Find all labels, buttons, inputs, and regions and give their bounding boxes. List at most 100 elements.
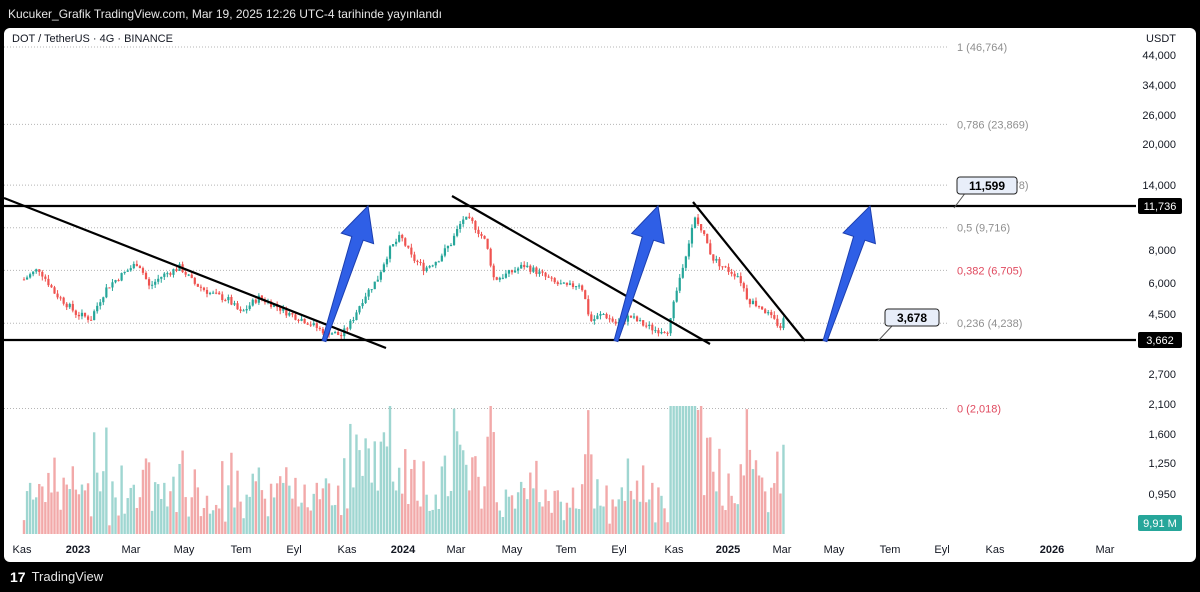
candle-body-115 xyxy=(373,281,376,290)
candle-body-204 xyxy=(645,325,648,327)
candle-body-61 xyxy=(208,292,212,294)
candle-body-70 xyxy=(236,303,239,310)
candle-body-119 xyxy=(385,258,389,265)
x-tick-label-11: Eyl xyxy=(611,544,626,556)
candle-body-18 xyxy=(77,314,81,317)
candle-body-124 xyxy=(401,234,404,239)
y-tick-label-4: 14,000 xyxy=(1142,180,1176,192)
volume-bar-18 xyxy=(77,494,81,534)
candle-body-248 xyxy=(779,325,782,329)
candle-body-193 xyxy=(611,318,614,322)
volume-bar-231 xyxy=(727,473,730,534)
price-tag-label-0: 11,736 xyxy=(1144,201,1177,213)
volume-bar-184 xyxy=(584,454,587,534)
candle-body-46 xyxy=(163,273,166,277)
callout-box-0 xyxy=(956,176,1018,195)
volume-bar-4 xyxy=(35,497,38,534)
candle-body-73 xyxy=(245,308,248,311)
volume-bar-41 xyxy=(147,462,151,534)
candle-body-149 xyxy=(477,229,480,234)
volume-bar-248 xyxy=(779,493,782,534)
volume-bar-105 xyxy=(343,458,346,534)
candle-body-202 xyxy=(639,320,642,322)
x-tick-label-12: Kas xyxy=(665,544,684,556)
candle-body-27 xyxy=(105,287,108,298)
candle-body-219 xyxy=(690,227,694,244)
volume-bar-127 xyxy=(410,468,413,534)
volume-bar-233 xyxy=(733,503,736,534)
candle-body-33 xyxy=(123,271,126,274)
volume-bar-249 xyxy=(782,444,785,534)
volume-bar-77 xyxy=(257,467,261,534)
candle-body-111 xyxy=(361,302,364,307)
candle-body-98 xyxy=(321,328,325,334)
volume-bar-121 xyxy=(391,481,395,534)
y-tick-label-12: 0,950 xyxy=(1148,489,1176,501)
volume-bar-203 xyxy=(641,465,645,534)
volume-bar-53 xyxy=(184,497,187,534)
candle-body-58 xyxy=(199,286,203,288)
volume-bar-63 xyxy=(214,504,218,534)
up-arrow-icon-2 xyxy=(613,204,665,343)
candle-body-78 xyxy=(260,295,264,300)
candle-body-198 xyxy=(626,315,630,322)
volume-bar-236 xyxy=(742,475,746,534)
candle-body-140 xyxy=(449,245,453,247)
candle-body-180 xyxy=(571,283,575,287)
candle-body-108 xyxy=(352,320,355,322)
candle-body-117 xyxy=(379,272,382,280)
volume-bar-145 xyxy=(465,464,468,534)
chart-panel[interactable]: DOT / TetherUS · 4G · BINANCE USDT 1 (46… xyxy=(4,28,1196,562)
candle-body-45 xyxy=(160,276,163,279)
volume-bar-80 xyxy=(266,516,270,534)
volume-bar-221 xyxy=(696,409,700,534)
volume-tag-box xyxy=(1138,515,1182,531)
candle-body-200 xyxy=(632,316,636,318)
candle-body-170 xyxy=(541,271,544,273)
volume-bar-242 xyxy=(760,477,764,534)
candle-body-134 xyxy=(431,265,434,267)
volume-bar-37 xyxy=(135,507,139,534)
volume-bar-215 xyxy=(678,406,681,534)
volume-bar-136 xyxy=(437,508,441,534)
candle-body-231 xyxy=(727,266,730,272)
volume-bar-49 xyxy=(172,476,175,534)
candle-body-43 xyxy=(154,281,157,285)
y-tick-label-1: 34,000 xyxy=(1142,80,1176,92)
candle-body-214 xyxy=(675,290,678,302)
volume-bar-98 xyxy=(321,488,325,534)
publish-caption: Kucuker_Grafik TradingView.com, Mar 19, … xyxy=(0,0,1200,28)
candle-body-154 xyxy=(492,265,495,278)
candle-body-148 xyxy=(474,220,477,230)
price-chart[interactable]: DOT / TetherUS · 4G · BINANCE USDT 1 (46… xyxy=(4,28,1196,562)
x-tick-label-1: 2023 xyxy=(66,544,90,556)
volume-bar-96 xyxy=(315,482,319,534)
x-tick-label-8: Mar xyxy=(447,544,466,556)
volume-bar-232 xyxy=(730,495,733,534)
volume-bar-42 xyxy=(150,510,154,534)
volume-bar-223 xyxy=(702,495,706,534)
x-tick-label-17: Eyl xyxy=(934,544,949,556)
volume-bar-165 xyxy=(526,499,529,534)
fib-label-4: 0,382 (6,705) xyxy=(957,265,1022,277)
volume-bar-2 xyxy=(28,482,32,534)
candle-body-19 xyxy=(80,312,84,317)
candle-body-25 xyxy=(99,302,102,306)
y-tick-label-5: 8,000 xyxy=(1148,245,1176,257)
candle-body-185 xyxy=(587,299,590,315)
candle-body-143 xyxy=(459,223,462,230)
volume-bar-229 xyxy=(721,505,724,534)
candle-body-150 xyxy=(480,233,483,236)
candle-body-182 xyxy=(578,285,581,287)
candle-body-21 xyxy=(86,316,90,320)
candle-body-137 xyxy=(440,255,443,262)
candle-body-125 xyxy=(404,238,407,246)
volume-bar-108 xyxy=(352,487,355,534)
candle-body-244 xyxy=(767,312,770,314)
y-tick-label-7: 4,500 xyxy=(1148,309,1176,321)
volume-bar-78 xyxy=(260,490,264,534)
candle-body-44 xyxy=(157,278,160,282)
candle-body-167 xyxy=(532,267,535,272)
volume-bar-58 xyxy=(199,516,203,534)
callout-leader-1 xyxy=(877,325,893,342)
